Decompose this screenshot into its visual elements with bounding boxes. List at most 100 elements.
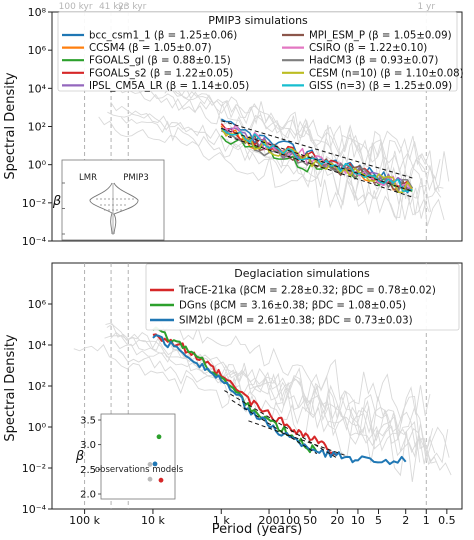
fit-line (221, 127, 413, 192)
x-tick-label: 50 (303, 514, 317, 527)
top-series (220, 118, 413, 198)
beta-dots-inset-ticks: 2.0 2.5 3.0 3.5 (80, 416, 101, 501)
legend-label-IPSL_CM5A_LR: IPSL_CM5A_LR (β = 1.14±0.05) (89, 81, 249, 92)
y-tick-label: 10⁻⁴ (22, 235, 47, 248)
x-tick-label: 2 (402, 514, 409, 527)
violin-inset: β LMR PMIP3 (52, 159, 165, 241)
background-trace (113, 82, 442, 198)
y-tick-label: 10⁰ (28, 421, 47, 434)
legend-label-SIM2bl: SIM2bl (βCM = 2.61±0.38; βDC = 0.73±0.03… (179, 316, 413, 327)
legend-label-HadCM3: HadCM3 (β = 0.93±0.07) (309, 56, 438, 67)
series-line-SIM2bl (152, 334, 407, 466)
bottom-y-axis-label: Spectral Density (3, 334, 18, 442)
background-trace (105, 322, 421, 463)
beta-dots-inset-xlabel: observations models (95, 465, 184, 475)
reference-line-label: 1 yr (417, 2, 435, 12)
violin-inset-ylabel: β (52, 194, 61, 209)
reference-line-label: 41 kyr (99, 2, 128, 12)
x-tick-label: 0.5 (438, 514, 456, 527)
legend-label-DGns: DGns (βCM = 3.16±0.38; βDC = 1.08±0.05) (179, 301, 406, 312)
pmip3-legend-box (57, 11, 458, 92)
y-tick-label: 10² (28, 380, 46, 393)
beta-dots-inset-points (147, 434, 164, 483)
background-trace (98, 116, 430, 222)
x-tick-label: 5 (375, 514, 382, 527)
beta-dot-models (158, 477, 164, 483)
legend-label-GISS: GISS (n=3) (β = 1.25±0.09) (309, 81, 452, 92)
x-tick-label: 1 (423, 514, 430, 527)
background-trace (94, 77, 428, 199)
beta-dot-observations (147, 476, 153, 482)
pmip3-legend-title: PMIP3 simulations (208, 14, 308, 27)
x-tick-label: 200 (259, 514, 280, 527)
fit-line (227, 136, 413, 198)
background-trace (104, 335, 450, 461)
top-y-axis: 10⁻⁴ 10⁻² 10⁰ 10² 10⁴ 10⁶ 10⁸ (22, 6, 52, 248)
reference-line-label: 23 kyr (118, 2, 147, 12)
top-y-axis-label: Spectral Density (3, 72, 18, 180)
y-tick-label: 10⁴ (28, 82, 47, 95)
series-line-GISS (220, 127, 413, 192)
fit-line (221, 120, 413, 179)
fit-line (224, 390, 338, 459)
legend-label-MPI_ESM_P: MPI_ESM_P (β = 1.05±0.09) (309, 31, 452, 42)
pmip3-legend-entries: bcc_csm1_1 (β = 1.25±0.06)CCSM4 (β = 1.0… (62, 31, 464, 92)
reference-line-label: 100 kyr (59, 2, 93, 12)
background-trace (172, 348, 434, 449)
background-trace (73, 344, 431, 482)
deglaciation-legend-box (145, 263, 460, 331)
beta-dot-models (156, 434, 162, 440)
legend-label-CESM: CESM (n=10) (β = 1.10±0.08) (309, 68, 464, 79)
dots-inset-tick-label: 3.5 (80, 416, 96, 427)
y-tick-label: 10⁰ (28, 159, 47, 172)
legend-label-CSIRO: CSIRO (β = 1.22±0.10) (309, 43, 427, 54)
background-trace (117, 350, 436, 465)
x-tick-label: 10 k (141, 514, 165, 527)
pmip3-legend: PMIP3 simulations bcc_csm1_1 (β = 1.25±0… (57, 11, 464, 92)
bottom-series (152, 326, 407, 466)
dots-inset-tick-label: 2.0 (80, 490, 96, 501)
deglaciation-legend-entries: TraCE-21ka (βCM = 2.28±0.32; βDC = 0.78±… (150, 286, 436, 327)
legend-label-FGOALS_s2: FGOALS_s2 (β = 1.22±0.05) (89, 68, 233, 79)
x-tick-label: 100 (279, 514, 300, 527)
y-tick-label: 10⁻⁴ (22, 503, 47, 516)
bottom-y-axis: 10⁻⁴ 10⁻² 10⁰ 10² 10⁴ 10⁶ (22, 298, 52, 516)
beta-dots-inset-ylabel: β (75, 449, 84, 464)
top-panel: 10⁻⁴ 10⁻² 10⁰ 10² 10⁴ 10⁶ 10⁸ 100 kyr 41 kyr23 … (3, 2, 464, 248)
fit-line (231, 399, 318, 455)
deglaciation-legend: Deglaciation simulations TraCE-21ka (βCM… (145, 263, 460, 331)
y-tick-label: 10⁻² (22, 197, 46, 210)
beta-dots-inset-frame (100, 413, 176, 500)
bottom-background-traces (73, 318, 452, 482)
violin-inset-ticks (62, 182, 65, 235)
x-tick-label: 20 (330, 514, 344, 527)
y-tick-label: 10⁶ (28, 298, 47, 311)
dots-inset-tick-label: 2.5 (80, 465, 96, 476)
y-tick-label: 10⁶ (28, 44, 47, 57)
y-tick-label: 10² (28, 121, 46, 134)
violin-shape-lmr (89, 182, 113, 235)
background-trace (110, 331, 449, 464)
legend-label-bcc_csm1_1: bcc_csm1_1 (β = 1.25±0.06) (89, 31, 237, 42)
fit-line (248, 420, 347, 457)
background-trace (167, 86, 441, 180)
background-trace (142, 78, 440, 192)
dots-inset-tick-label: 3.0 (80, 440, 96, 451)
violin-label-lmr: LMR (79, 173, 97, 183)
x-tick-label: 10 (351, 514, 365, 527)
legend-label-TraCE-21ka: TraCE-21ka (βCM = 2.28±0.32; βDC = 0.78±… (178, 286, 436, 297)
bottom-x-axis: 100 k 10 k 1 k 200 100 50 20 10 5 2 1 0.5 (69, 509, 456, 527)
deglaciation-legend-title: Deglaciation simulations (234, 267, 370, 280)
violin-label-pmip3: PMIP3 (123, 173, 149, 183)
x-tick-label: 100 k (69, 514, 100, 527)
legend-label-CCSM4: CCSM4 (β = 1.05±0.07) (89, 43, 212, 54)
background-trace (164, 86, 450, 192)
legend-label-FGOALS_gl: FGOALS_gl (β = 0.88±0.15) (89, 56, 231, 67)
background-trace (145, 318, 431, 424)
background-trace (113, 340, 452, 476)
x-axis-label: Period (years) (212, 522, 303, 537)
y-tick-label: 10⁴ (28, 339, 47, 352)
